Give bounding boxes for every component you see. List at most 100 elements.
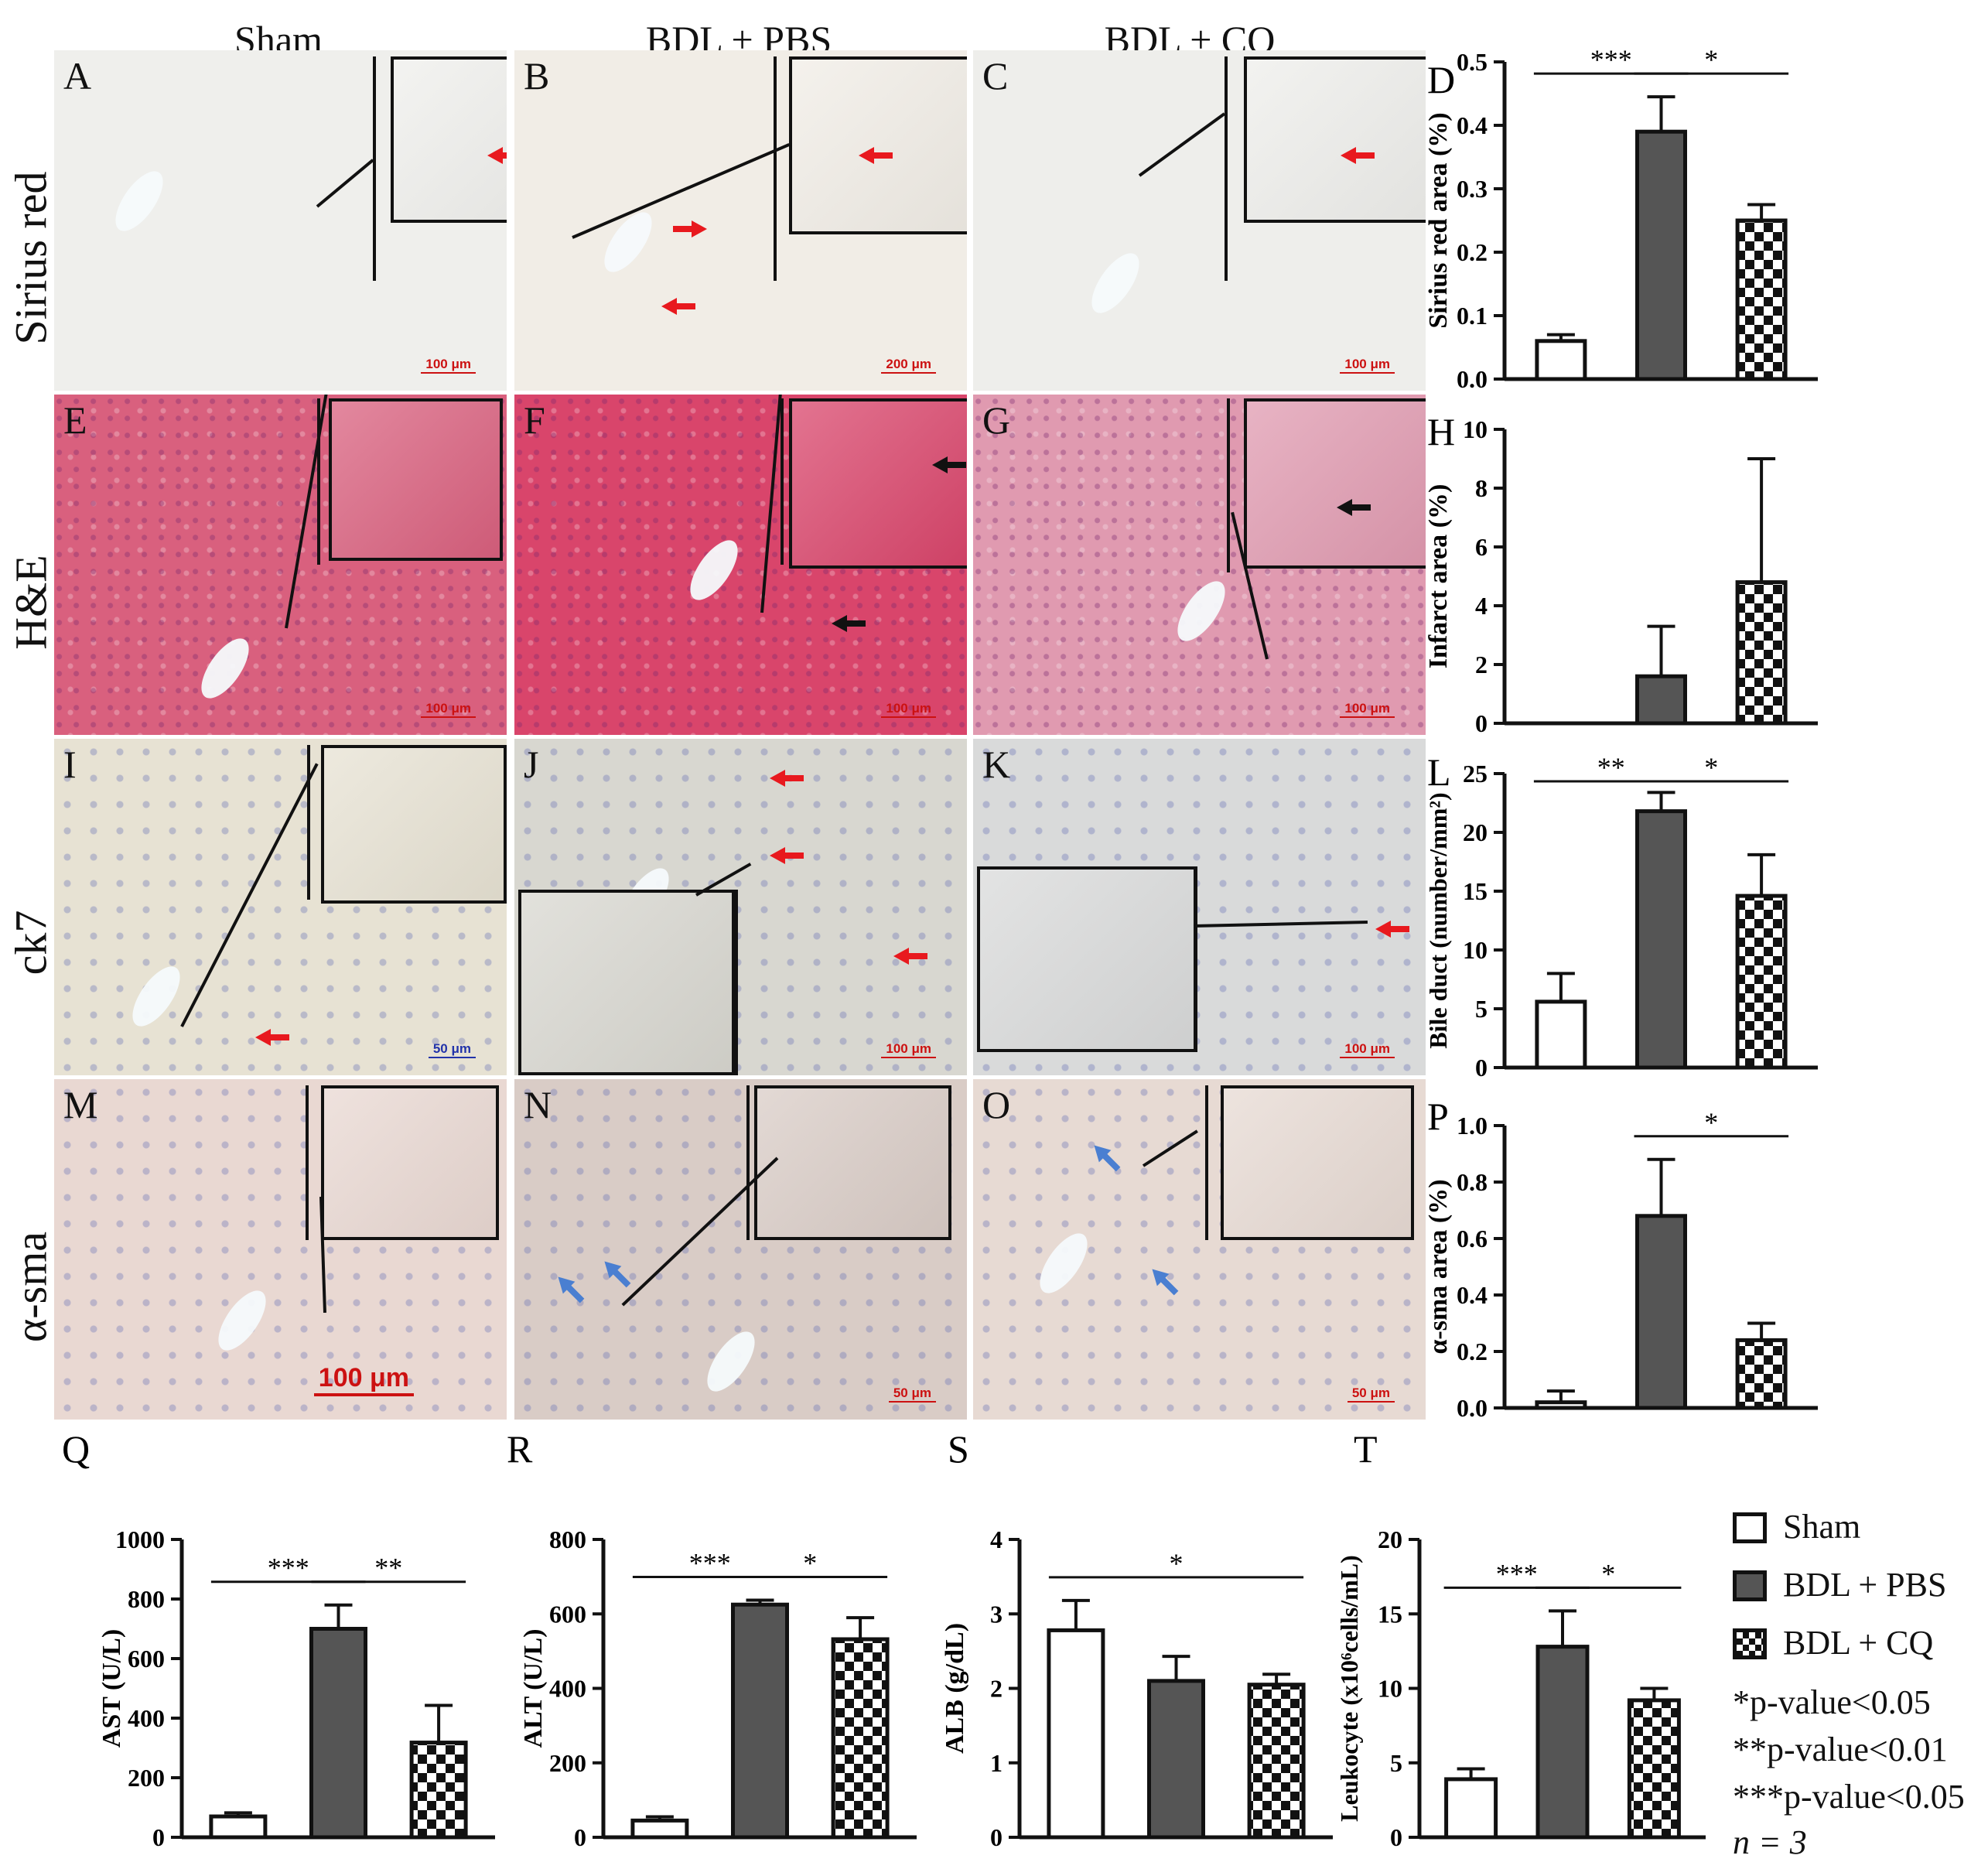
scale-bar: 100 μm	[421, 701, 476, 718]
bar-sham	[1535, 1400, 1587, 1410]
micrograph-panel-n: N 50 μm	[514, 1079, 967, 1420]
bar-sham	[1535, 339, 1587, 381]
y-tick-label: 800	[549, 1526, 586, 1553]
panel-label: I	[63, 743, 77, 786]
chart-panel-label: R	[507, 1427, 533, 1471]
y-tick-label: 0	[990, 1823, 1003, 1851]
y-axis-label: ALB (g/dL)	[941, 1623, 969, 1754]
bar-sham	[1444, 1777, 1498, 1840]
micrograph-panel-j: J 100 μm	[514, 739, 967, 1075]
significance-stars: ***	[689, 1547, 731, 1578]
zoom-inset	[1221, 1085, 1414, 1240]
arrow-marker-icon	[859, 147, 893, 164]
zoom-inset	[789, 398, 967, 569]
inset-divider-line	[1194, 866, 1197, 1052]
y-tick-label: 200	[128, 1764, 165, 1792]
chart-panel-label: H	[1427, 410, 1455, 453]
y-axis-label: Bile duct (number/mm²)	[1424, 792, 1452, 1048]
arrow-marker-icon	[893, 948, 927, 965]
micrograph-panel-e: E 100 μm	[54, 395, 507, 735]
y-tick-label: 800	[128, 1585, 165, 1613]
significance-stars: *	[803, 1547, 817, 1578]
bar-bdl-pbs	[1147, 1679, 1205, 1840]
y-tick-label: 0.2	[1457, 1338, 1488, 1365]
significance-stars: ***	[1590, 44, 1632, 75]
significance-stars: ***	[1496, 1558, 1538, 1589]
zoom-inset	[518, 890, 735, 1075]
y-tick-label: 10	[1378, 1675, 1402, 1703]
micrograph-panel-b: B 200 μm	[514, 50, 967, 391]
y-tick-label: 15	[1463, 877, 1488, 905]
y-tick-label: 0.1	[1457, 302, 1488, 330]
zoom-inset	[329, 398, 503, 561]
chart-panel-label: Q	[62, 1427, 90, 1471]
bar-bdl-pbs	[1535, 1645, 1590, 1840]
significance-stars: *	[1170, 1548, 1184, 1579]
y-tick-label: 0.3	[1457, 175, 1488, 203]
scale-bar: 100 μm	[881, 701, 936, 718]
scale-bar: 100 μm	[1340, 1041, 1395, 1058]
bar-bdl-cq	[1627, 1698, 1681, 1840]
note-p005: *p-value<0.05	[1733, 1683, 1931, 1721]
micrograph-panel-c: C 100 μm	[973, 50, 1426, 391]
micrograph-panel-i: I 50 μm	[54, 739, 507, 1075]
inset-divider-line	[306, 1085, 309, 1240]
micrograph-panel-m: M 100 μm	[54, 1079, 507, 1420]
y-tick-label: 8	[1475, 474, 1488, 502]
zoom-inset	[754, 1085, 951, 1240]
y-tick-label: 1.0	[1457, 1112, 1488, 1140]
y-tick-label: 0	[152, 1823, 165, 1851]
inset-divider-line	[1205, 1085, 1208, 1240]
note-n: n = 3	[1733, 1823, 1807, 1861]
inset-divider-line	[373, 56, 376, 281]
y-tick-label: 200	[549, 1749, 586, 1777]
y-axis-label: AST (U/L)	[97, 1629, 126, 1748]
bar-bdl-pbs	[1635, 129, 1687, 381]
legend-swatch-sham	[1733, 1512, 1767, 1543]
y-tick-label: 1	[990, 1749, 1003, 1777]
panel-label: N	[524, 1083, 552, 1126]
scale-bar: 100 μm	[1340, 357, 1395, 374]
y-tick-label: 0	[574, 1823, 586, 1851]
arrow-marker-icon	[661, 298, 695, 315]
y-tick-label: 10	[1463, 936, 1488, 964]
y-tick-label: 400	[128, 1704, 165, 1732]
micrograph-panel-o: O 50 μm	[973, 1079, 1426, 1420]
bar-sham	[209, 1814, 268, 1840]
zoom-inset	[391, 56, 507, 223]
bar-bdl-pbs	[1635, 809, 1687, 1070]
inset-divider-line	[1227, 398, 1230, 572]
y-tick-label: 10	[1463, 415, 1488, 443]
significance-stars: *	[1704, 44, 1718, 75]
scale-bar: 100 μm	[1340, 701, 1395, 718]
y-tick-label: 1000	[115, 1526, 165, 1553]
scale-bar: 200 μm	[881, 357, 936, 374]
note-p0005: ***p-value<0.05	[1733, 1778, 1965, 1816]
y-tick-label: 4	[990, 1526, 1003, 1553]
chart-panel-label: D	[1427, 58, 1455, 101]
significance-stars: ***	[268, 1553, 309, 1584]
zoom-inset	[1244, 398, 1426, 569]
inset-divider-line	[735, 890, 738, 1075]
bar-bdl-cq	[1735, 1338, 1788, 1410]
panel-label: E	[63, 398, 87, 442]
bar-bdl-pbs	[1635, 1214, 1687, 1410]
arrow-marker-icon	[932, 456, 966, 473]
legend-label-bdl-pbs: BDL + PBS	[1783, 1566, 1947, 1604]
y-tick-label: 600	[128, 1645, 165, 1673]
scale-bar: 100 μm	[421, 357, 476, 374]
y-tick-label: 0.4	[1457, 1281, 1488, 1309]
inset-divider-line	[781, 398, 784, 565]
y-tick-label: 20	[1463, 818, 1488, 846]
panel-label: C	[982, 54, 1009, 97]
zoom-inset	[789, 56, 967, 234]
significance-stars: **	[374, 1553, 402, 1584]
legend-label-sham: Sham	[1783, 1508, 1861, 1546]
inset-divider-line	[774, 56, 777, 281]
inset-divider-line	[1225, 56, 1228, 281]
panel-label: B	[524, 54, 550, 97]
bar-bdl-cq	[1247, 1683, 1306, 1840]
bar-bdl-cq	[1735, 218, 1788, 381]
panel-label: K	[982, 743, 1011, 786]
